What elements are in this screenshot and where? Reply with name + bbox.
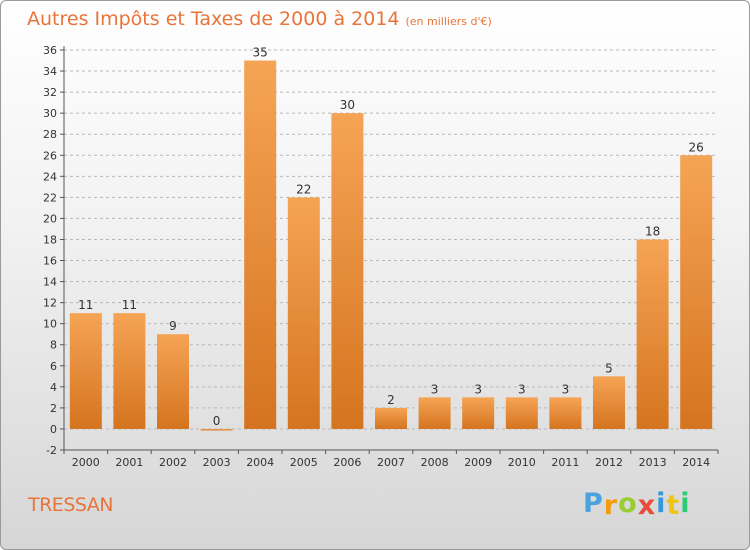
y-tick-label: 22	[43, 191, 57, 204]
bar-value-label: 3	[562, 382, 570, 396]
x-axis: 2000 2001 2002 2003 2004 2005 2006 2007 2008 2009…	[63, 449, 719, 469]
bar-value-label: 3	[518, 382, 526, 396]
logo-letter: i	[656, 488, 667, 519]
bar-value-label: 9	[169, 319, 177, 333]
bar	[593, 376, 625, 429]
y-tick-label: 20	[43, 212, 57, 225]
chart-title: Autres Impôts et Taxes de 2000 à 2014 (en…	[27, 8, 492, 30]
x-tick-label: 2006	[333, 456, 361, 469]
bar	[375, 407, 407, 429]
y-tick-label: 6	[50, 360, 57, 373]
y-tick-label: -2	[46, 444, 57, 457]
y-tick-label: 16	[43, 255, 57, 268]
bar	[462, 397, 495, 429]
bar	[113, 313, 146, 429]
y-tick-label: 0	[50, 423, 57, 436]
logo-letter: x	[637, 490, 657, 521]
y-tick-label: 24	[43, 170, 57, 183]
bar-value-label: 5	[605, 361, 613, 375]
x-tick-label: 2003	[203, 456, 231, 469]
bar-value-label: 18	[645, 224, 660, 238]
x-tick-label: 2005	[290, 456, 318, 469]
bar	[505, 397, 538, 429]
y-tick-label: 28	[43, 128, 57, 141]
x-tick-label: 2014	[682, 456, 710, 469]
y-tick-label: 26	[43, 149, 57, 162]
x-tick-label: 2001	[115, 456, 143, 469]
bar	[680, 155, 713, 429]
y-tick-label: 2	[50, 402, 57, 415]
bar	[331, 113, 364, 429]
commune-name: TRESSAN	[28, 494, 114, 516]
y-tick-label: 34	[43, 65, 57, 78]
bar	[636, 239, 669, 429]
y-tick-label: 30	[43, 107, 57, 120]
bar-value-label: 0	[213, 414, 221, 428]
bar-value-label: 3	[431, 382, 439, 396]
y-tick-label: 14	[43, 276, 57, 289]
y-tick-label: 4	[50, 381, 57, 394]
x-tick-label: 2007	[377, 456, 405, 469]
bar-value-label: 35	[253, 46, 268, 60]
y-tick-label: 10	[43, 318, 57, 331]
chart-title-text: Autres Impôts et Taxes de 2000 à 2014	[27, 8, 400, 30]
bar	[69, 313, 102, 429]
bar	[549, 397, 582, 429]
bar-value-label: 3	[474, 382, 482, 396]
x-tick-label: 2011	[551, 456, 579, 469]
x-tick-label: 2002	[159, 456, 187, 469]
y-tick-label: 8	[50, 339, 57, 352]
proxiti-logo[interactable]: Proxiti	[583, 488, 691, 521]
x-tick-label: 2000	[72, 456, 100, 469]
bar-value-label: 2	[387, 393, 395, 407]
y-tick-label: 18	[43, 233, 57, 246]
bar	[244, 60, 277, 429]
bar-value-label: 22	[296, 182, 311, 196]
x-tick-label: 2010	[508, 456, 536, 469]
logo-letter: t	[666, 490, 681, 521]
y-tick-label: 12	[43, 297, 57, 310]
bar	[287, 197, 320, 429]
x-tick-label: 2008	[421, 456, 449, 469]
x-tick-label: 2004	[246, 456, 274, 469]
x-tick-label: 2013	[639, 456, 667, 469]
y-tick-label: 32	[43, 86, 57, 99]
bar	[418, 397, 451, 429]
x-tick-label: 2009	[464, 456, 492, 469]
bar-value-label: 30	[340, 98, 355, 112]
bar-value-label: 11	[122, 298, 137, 312]
logo-letter: P	[583, 488, 604, 519]
bar	[200, 428, 233, 431]
bar-value-label: 26	[689, 140, 704, 154]
logo-letter: o	[618, 488, 638, 519]
x-tick-label: 2012	[595, 456, 623, 469]
y-tick-label: 36	[43, 44, 57, 57]
bar	[157, 334, 189, 429]
bar-value-label: 11	[78, 298, 93, 312]
logo-letter: r	[603, 490, 619, 521]
chart-unit: (en milliers d'€)	[405, 15, 492, 28]
logo-letter: i	[680, 488, 691, 519]
